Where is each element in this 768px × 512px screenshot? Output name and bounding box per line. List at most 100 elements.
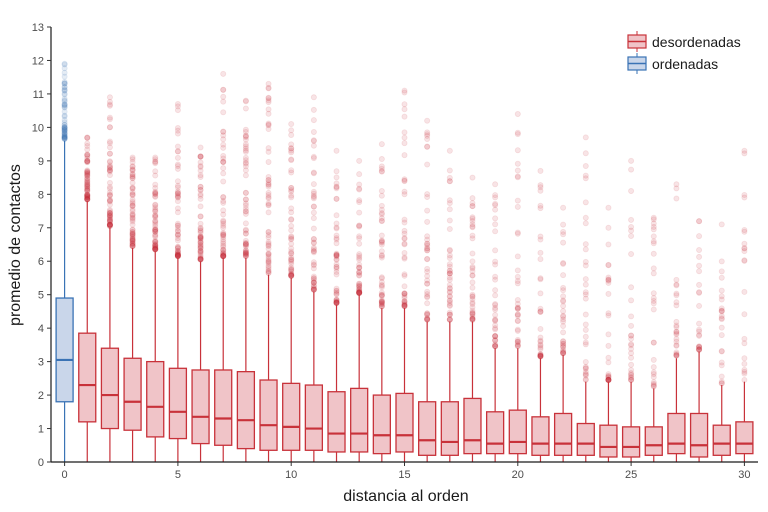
outlier-point <box>673 181 680 188</box>
outlier-point <box>605 374 612 381</box>
outlier-point <box>560 228 567 235</box>
outlier-point <box>401 216 408 223</box>
outlier-point <box>469 293 476 300</box>
outlier-point <box>356 269 363 276</box>
outlier-point <box>378 300 385 307</box>
outlier-point <box>492 333 499 340</box>
outlier-point <box>265 191 272 198</box>
outlier-point <box>356 288 363 295</box>
outlier-point <box>84 193 91 200</box>
outlier-point <box>537 275 544 282</box>
outlier-point <box>288 266 295 273</box>
outlier-point <box>152 228 159 235</box>
outlier-point <box>129 215 136 222</box>
outlier-point <box>106 217 113 224</box>
outlier-point <box>106 165 113 172</box>
outlier-point <box>61 73 68 80</box>
outlier-point <box>197 255 204 262</box>
outlier-point <box>174 222 181 229</box>
outlier-point <box>514 304 521 311</box>
outlier-point <box>333 252 340 259</box>
outlier-point <box>61 113 68 120</box>
outlier-point <box>378 254 385 261</box>
outlier-point <box>718 307 725 314</box>
outlier-point <box>628 322 635 329</box>
outlier-point <box>220 178 227 185</box>
outlier-point <box>220 86 227 93</box>
outlier-point <box>106 191 113 198</box>
outlier-point <box>469 309 476 316</box>
outlier-point <box>628 232 635 239</box>
outlier-point <box>605 310 612 317</box>
outlier-point <box>378 299 385 306</box>
outlier-point <box>446 267 453 274</box>
outlier-point <box>378 168 385 175</box>
outlier-point <box>356 181 363 188</box>
outlier-point <box>446 174 453 181</box>
outlier-point <box>174 248 181 255</box>
outlier-point <box>288 169 295 176</box>
outlier-point <box>242 250 249 257</box>
outlier-point <box>84 183 91 190</box>
outlier-point <box>401 298 408 305</box>
outlier-point <box>265 85 272 92</box>
outlier-point <box>628 371 635 378</box>
outlier-point <box>469 284 476 291</box>
outlier-point <box>129 198 136 205</box>
outlier-point <box>242 252 249 259</box>
outlier-point <box>61 121 68 128</box>
outlier-point <box>424 255 431 262</box>
outlier-point <box>424 233 431 240</box>
outlier-point <box>310 153 317 160</box>
outlier-point <box>84 192 91 199</box>
outlier-point <box>106 185 113 192</box>
outlier-point <box>446 255 453 262</box>
outlier-point <box>673 342 680 349</box>
outlier-point <box>106 114 113 121</box>
outlier-point <box>129 175 136 182</box>
outlier-point <box>378 187 385 194</box>
outlier-point <box>628 313 635 320</box>
outlier-point <box>650 295 657 302</box>
outlier-point <box>356 264 363 271</box>
outlier-point <box>696 326 703 333</box>
outlier-point <box>152 243 159 250</box>
outlier-point <box>718 373 725 380</box>
outlier-point <box>378 165 385 172</box>
outlier-point <box>696 233 703 240</box>
outlier-point <box>469 203 476 210</box>
outlier-point <box>220 198 227 205</box>
outlier-point <box>106 124 113 131</box>
outlier-point <box>401 301 408 308</box>
outlier-point <box>84 172 91 179</box>
outlier-point <box>492 181 499 188</box>
outlier-point <box>537 187 544 194</box>
outlier-point <box>356 240 363 247</box>
outlier-point <box>356 186 363 193</box>
outlier-point <box>650 223 657 230</box>
outlier-point <box>514 338 521 345</box>
outlier-point <box>446 270 453 277</box>
outlier-point <box>174 184 181 191</box>
outlier-point <box>492 325 499 332</box>
outlier-point <box>61 131 68 138</box>
outlier-point <box>469 313 476 320</box>
outlier-point <box>265 268 272 275</box>
outlier-point <box>718 315 725 322</box>
outlier-point <box>582 258 589 265</box>
outlier-point <box>197 247 204 254</box>
box-desordenadas-1 <box>78 332 97 423</box>
outlier-point <box>265 189 272 196</box>
outlier-point <box>696 331 703 338</box>
outlier-point <box>582 363 589 370</box>
outlier-point <box>605 276 612 283</box>
outlier-point <box>492 247 499 254</box>
outlier-point <box>741 150 748 157</box>
outlier-point <box>673 350 680 357</box>
outlier-point <box>129 238 136 245</box>
outlier-point <box>220 231 227 238</box>
outlier-point <box>152 237 159 244</box>
outlier-point <box>424 218 431 225</box>
outlier-point <box>401 283 408 290</box>
